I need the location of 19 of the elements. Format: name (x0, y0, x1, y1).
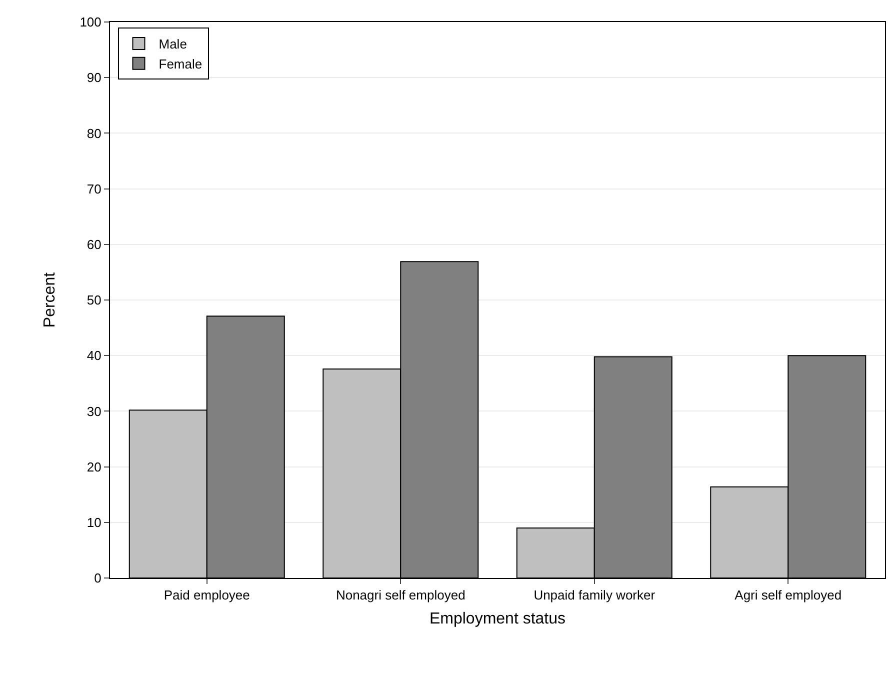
x-tick-label: Unpaid family worker (534, 588, 656, 603)
y-axis-title: Percent (42, 272, 59, 328)
y-tick-label: 30 (86, 404, 102, 419)
legend-label: Male (158, 36, 187, 52)
x-tick-label: Nonagri self employed (336, 588, 466, 603)
y-tick-label: 10 (86, 514, 102, 530)
x-tick-label: Agri self employed (734, 588, 842, 603)
y-tick-label: 80 (86, 126, 102, 141)
y-tick-label: 70 (86, 181, 102, 196)
y-tick-label: 0 (94, 570, 102, 586)
legend-label: Female (158, 56, 202, 72)
x-tick-label: Paid employee (164, 588, 250, 603)
x-axis-title: Employment status (429, 610, 566, 628)
y-tick-label: 50 (86, 292, 102, 308)
y-tick-label: 60 (86, 236, 102, 252)
y-tick-label: 20 (86, 459, 102, 474)
y-tick-label: 100 (80, 14, 102, 30)
y-tick-label: 90 (86, 70, 102, 86)
y-tick-label: 40 (86, 348, 102, 364)
